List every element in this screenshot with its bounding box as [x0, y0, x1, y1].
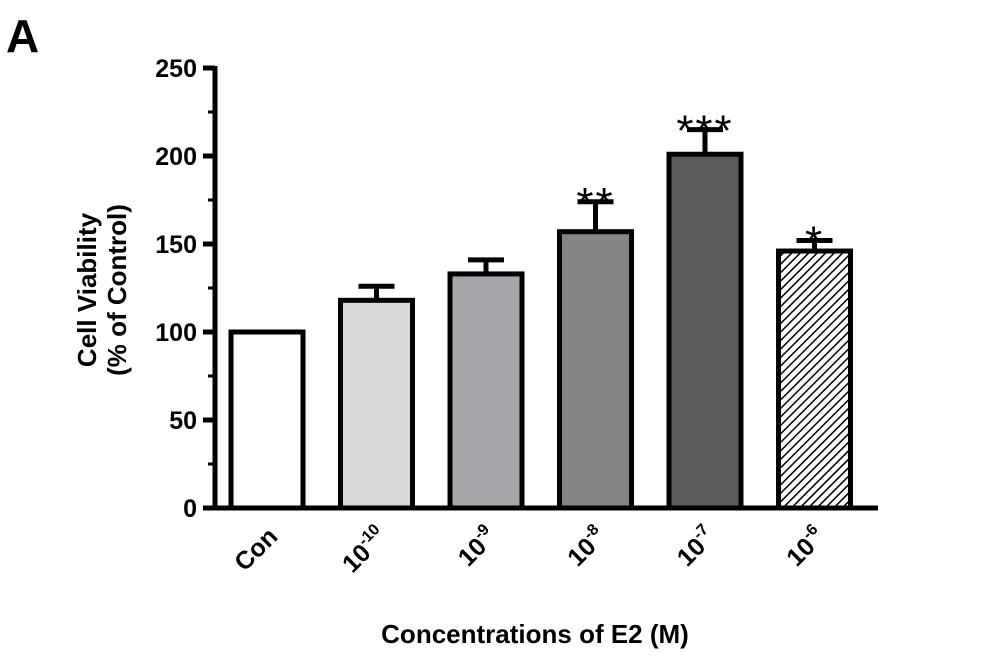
bar-0 [228, 329, 306, 511]
y-tick-label-4: 200 [155, 143, 197, 171]
y-tick-label-5: 250 [155, 55, 197, 83]
bars-layer [228, 151, 853, 511]
y-tick-label-0: 0 [183, 495, 197, 523]
significance-label-3: ** [576, 179, 614, 228]
x-axis-title: Concentrations of E2 (M) [381, 619, 689, 649]
x-tick-label-3: 10-8 [561, 521, 612, 572]
panel-label: A [6, 10, 39, 62]
y-tick-label-3: 150 [155, 231, 197, 259]
x-tick-label-2: 10-9 [451, 521, 502, 572]
significance-label-4: *** [676, 107, 733, 156]
bar-2 [447, 271, 525, 511]
bar-4 [666, 151, 744, 511]
y-axis-title: Cell Viability (% of Control) [72, 204, 132, 376]
y-axis-title-line-1: Cell Viability [72, 212, 102, 367]
bar-1 [338, 297, 415, 511]
x-tick-label-4: 10-7 [670, 521, 721, 572]
x-tick-label-0: Con [229, 522, 283, 576]
significance-layer: ****** [576, 107, 824, 267]
y-tick-label-1: 50 [169, 407, 197, 435]
significance-label-5: * [805, 217, 824, 266]
x-axis: Con 10-10 10-9 10-8 10-7 10-6 [213, 505, 878, 578]
error-bars-layer [358, 127, 833, 301]
x-tick-label-5: 10-6 [780, 521, 831, 572]
x-tick-label-1: 10-10 [336, 521, 393, 578]
bar-5 [776, 248, 853, 511]
bar-3 [557, 229, 634, 511]
y-axis: 0 50 100 150 200 250 [155, 55, 218, 523]
y-axis-title-line-2: (% of Control) [102, 204, 132, 376]
y-tick-label-2: 100 [155, 319, 197, 347]
